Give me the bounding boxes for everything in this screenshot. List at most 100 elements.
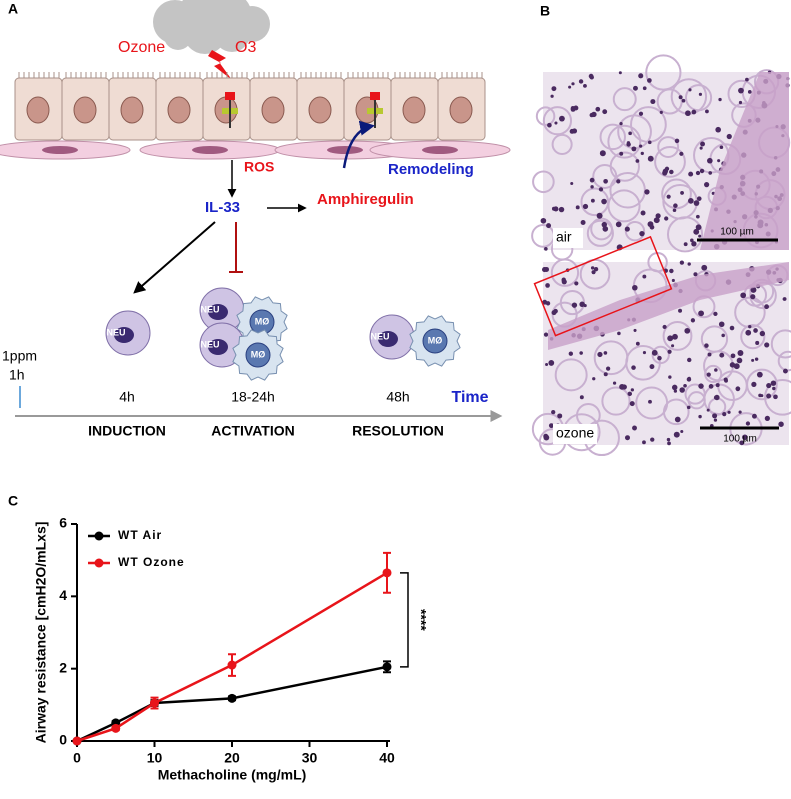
cell-nucleus — [667, 441, 671, 446]
cell-nucleus — [688, 198, 694, 204]
cell-nucleus — [639, 230, 645, 237]
cell-nucleus — [568, 85, 572, 89]
cell-nucleus — [561, 277, 566, 282]
cell-nucleus — [698, 310, 705, 317]
cell-nucleus — [674, 138, 680, 144]
cell-nucleus — [718, 97, 722, 102]
nucleus — [73, 96, 97, 124]
nucleus — [167, 96, 191, 124]
cell-nucleus — [647, 155, 654, 162]
cell-nucleus — [722, 412, 727, 417]
cell-nucleus — [737, 350, 744, 356]
x-tick-label: 20 — [224, 750, 240, 766]
cloud — [183, 10, 227, 54]
cell-nucleus — [671, 278, 675, 282]
label: air — [556, 229, 572, 245]
cell-nucleus — [772, 386, 776, 391]
label: NEU — [106, 327, 125, 337]
neutrophil-nucleus — [378, 331, 398, 347]
cell-nucleus — [588, 73, 594, 79]
y-tick-label: 6 — [59, 515, 67, 531]
cell-nucleus — [685, 110, 691, 117]
cell-nucleus — [633, 328, 637, 332]
cell-nucleus — [557, 413, 563, 419]
label: Time — [451, 389, 488, 406]
cell-nucleus — [602, 109, 608, 115]
alveolar-wall — [607, 124, 642, 159]
cell-nucleus — [735, 386, 741, 392]
cell-nucleus — [551, 409, 556, 415]
x-tick-label: 30 — [302, 750, 318, 766]
cell-nucleus — [755, 340, 760, 345]
cell-nucleus — [713, 311, 718, 317]
label-bg — [553, 228, 583, 248]
panel-label: C — [8, 493, 18, 509]
cell-nucleus — [603, 178, 608, 184]
cell-nucleus — [723, 377, 728, 382]
cell-nucleus — [754, 357, 759, 361]
label: 100 µm — [720, 227, 754, 238]
nucleus — [26, 96, 50, 124]
y-tick-label: 0 — [59, 732, 67, 748]
cell-nucleus — [570, 105, 576, 111]
y-tick-label: 2 — [59, 659, 67, 675]
cell-nucleus — [691, 241, 697, 247]
cell-nucleus — [719, 352, 725, 358]
cell-nucleus — [699, 146, 703, 150]
neutrophil-nucleus — [114, 327, 134, 343]
cell-nucleus — [619, 122, 623, 126]
significance-bracket — [400, 572, 409, 668]
cell-nucleus — [693, 228, 700, 235]
cell-nucleus — [624, 435, 630, 441]
cell-nucleus — [764, 304, 769, 310]
cell-nucleus — [704, 343, 709, 348]
alveolar-wall — [746, 368, 778, 401]
label: ACTIVATION — [211, 423, 294, 439]
cell-nucleus — [717, 159, 721, 163]
cell-nucleus — [571, 82, 575, 86]
alveolar-wall — [777, 350, 791, 372]
cell-nucleus — [687, 262, 691, 266]
cell-nucleus — [589, 112, 594, 118]
cell-nucleus — [714, 368, 718, 372]
cell-nucleus — [679, 387, 685, 393]
cell-nucleus — [726, 133, 732, 140]
cell-nucleus — [579, 351, 583, 355]
cell-nucleus — [748, 324, 752, 329]
cell-nucleus — [544, 247, 548, 251]
cell-nucleus — [638, 111, 644, 116]
cell-nucleus — [707, 352, 712, 357]
cell-nucleus — [693, 272, 698, 277]
cell-nucleus — [698, 414, 702, 419]
lightning — [208, 50, 232, 80]
cell-nucleus — [664, 166, 670, 171]
label: O3 — [235, 39, 256, 56]
cell-nucleus — [592, 377, 596, 381]
data-point — [382, 662, 392, 672]
alveolar-wall — [657, 136, 680, 158]
cell-nucleus — [753, 328, 758, 333]
cell-nucleus — [680, 191, 684, 195]
y-axis-title: Airway resistance [cmH2O/mLxs] — [33, 522, 49, 744]
alveolar-wall — [624, 220, 646, 242]
cell-nucleus — [601, 198, 607, 205]
alveolar-wall — [601, 386, 631, 416]
cell-nucleus — [713, 418, 718, 422]
cell-nucleus — [707, 157, 713, 164]
label: NEU — [200, 339, 219, 349]
fibroblast-nucleus — [327, 146, 363, 154]
cell-nucleus — [759, 330, 766, 337]
cell-nucleus — [632, 284, 638, 291]
cloud — [214, 16, 250, 52]
cell-nucleus — [551, 86, 557, 92]
cell-nucleus — [644, 189, 650, 195]
cell-nucleus — [671, 344, 675, 348]
cell-nucleus — [618, 71, 622, 75]
cell-nucleus — [747, 90, 752, 94]
label: Remodeling — [388, 161, 474, 178]
cell-nucleus — [546, 223, 552, 229]
label: MØ — [251, 349, 266, 359]
cell-nucleus — [597, 351, 603, 358]
cell-nucleus — [638, 73, 644, 79]
